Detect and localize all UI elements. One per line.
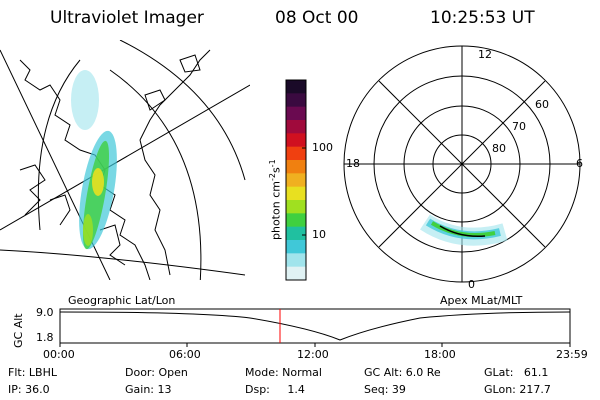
- x-tick-1800: 18:00: [424, 348, 456, 361]
- lat-label-60: 60: [535, 98, 549, 111]
- x-tick-0600: 06:00: [169, 348, 201, 361]
- mlt-label-6: 6: [576, 157, 583, 170]
- gc-alt-info: GC Alt: 6.0 Re: [364, 366, 441, 379]
- glat-info: GLat: 61.1: [484, 366, 549, 379]
- colorbar-segment: [286, 80, 306, 94]
- time-label: 10:25:53 UT: [430, 8, 535, 28]
- mlt-label-12: 12: [478, 48, 492, 61]
- colorbar-segment: [286, 213, 306, 228]
- polar-plot: [343, 45, 581, 283]
- gc-alt-axis-label: GC Alt: [12, 313, 25, 348]
- door-info: Door: Open: [125, 366, 188, 379]
- colorbar-segment: [286, 160, 306, 174]
- mode-info: Mode: Normal: [245, 366, 322, 379]
- lat-label-80: 80: [492, 142, 506, 155]
- x-tick-1200: 12:00: [297, 348, 329, 361]
- colorbar-segment: [286, 200, 306, 214]
- colorbar-segment: [286, 106, 306, 121]
- date-label: 08 Oct 00: [275, 8, 359, 28]
- x-tick-2359: 23:59: [556, 348, 588, 361]
- filter-info: Flt: LBHL: [8, 366, 57, 379]
- altitude-plot: [59, 308, 571, 347]
- colorbar-unit-label: photon cm-2s-1: [268, 159, 283, 240]
- colorbar-segment: [286, 240, 306, 254]
- colorbar-segment: [286, 226, 306, 241]
- colorbar-segment: [286, 173, 306, 188]
- instrument-title: Ultraviolet Imager: [50, 8, 204, 28]
- gain-info: Gain: 13: [125, 383, 172, 396]
- colorbar-segment: [286, 93, 306, 108]
- geo-aurora: [71, 70, 117, 250]
- colorbar: [286, 80, 306, 281]
- seq-info: Seq: 39: [364, 383, 406, 396]
- ip-info: IP: 36.0: [8, 383, 50, 396]
- apex-map-label: Apex MLat/MLT: [440, 294, 523, 307]
- colorbar-segment: [286, 253, 306, 268]
- colorbar-tick-10: 10: [312, 228, 326, 241]
- colorbar-segment: [286, 146, 306, 161]
- mlt-label-18: 18: [346, 157, 360, 170]
- lat-label-70: 70: [512, 120, 526, 133]
- colorbar-segment: [286, 120, 306, 134]
- colorbar-segment: [286, 133, 306, 148]
- glon-info: GLon: 217.7: [484, 383, 551, 396]
- alt-tick-1-8: 1.8: [36, 331, 54, 344]
- polar-aurora: [420, 214, 508, 246]
- mlt-label-0: 0: [468, 278, 475, 291]
- dsp-info: Dsp: 1.4: [245, 383, 305, 396]
- alt-tick-9: 9.0: [36, 306, 54, 319]
- colorbar-tick-100: 100: [312, 141, 333, 154]
- x-tick-0000: 00:00: [43, 348, 75, 361]
- geo-map-label: Geographic Lat/Lon: [68, 294, 176, 307]
- colorbar-segment: [286, 186, 306, 201]
- colorbar-segment: [286, 266, 306, 281]
